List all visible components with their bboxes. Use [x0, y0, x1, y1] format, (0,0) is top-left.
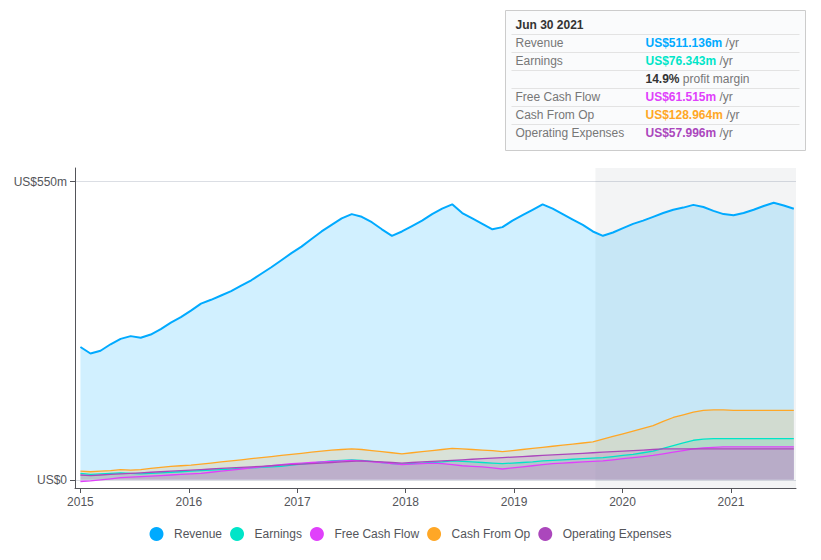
- svg-text:US$128.964m: US$128.964m: [646, 108, 723, 122]
- svg-text:US$76.343m: US$76.343m: [646, 54, 717, 68]
- svg-text:profit margin: profit margin: [680, 72, 750, 86]
- svg-text:Earnings: Earnings: [255, 527, 302, 541]
- svg-text:US$550m: US$550m: [14, 175, 67, 189]
- svg-text:US$61.515m: US$61.515m: [646, 90, 717, 104]
- svg-text:/yr: /yr: [716, 54, 733, 68]
- svg-text:2018: 2018: [392, 495, 419, 509]
- svg-text:US$511.136m: US$511.136m: [646, 36, 723, 50]
- svg-text:Earnings: Earnings: [516, 54, 563, 68]
- svg-text:/yr: /yr: [716, 126, 733, 140]
- svg-text:/yr: /yr: [723, 108, 740, 122]
- svg-text:2020: 2020: [609, 495, 636, 509]
- svg-text:/yr: /yr: [722, 36, 739, 50]
- svg-text:US$0: US$0: [37, 473, 67, 487]
- svg-text:2019: 2019: [501, 495, 528, 509]
- svg-text:Cash From Op: Cash From Op: [452, 527, 531, 541]
- svg-text:Jun 30 2021: Jun 30 2021: [516, 18, 584, 32]
- svg-text:2016: 2016: [175, 495, 202, 509]
- svg-text:Revenue: Revenue: [516, 36, 564, 50]
- svg-text:2015: 2015: [67, 495, 94, 509]
- svg-text:/yr: /yr: [716, 90, 733, 104]
- svg-text:2021: 2021: [718, 495, 745, 509]
- svg-text:Free Cash Flow: Free Cash Flow: [334, 527, 419, 541]
- svg-text:Revenue: Revenue: [174, 527, 222, 541]
- svg-text:Cash From Op: Cash From Op: [516, 108, 595, 122]
- svg-text:14.9%: 14.9%: [646, 72, 680, 86]
- svg-text:Operating Expenses: Operating Expenses: [563, 527, 672, 541]
- svg-text:Free Cash Flow: Free Cash Flow: [516, 90, 601, 104]
- svg-text:Operating Expenses: Operating Expenses: [516, 126, 625, 140]
- svg-text:2017: 2017: [284, 495, 311, 509]
- svg-text:US$57.996m: US$57.996m: [646, 126, 717, 140]
